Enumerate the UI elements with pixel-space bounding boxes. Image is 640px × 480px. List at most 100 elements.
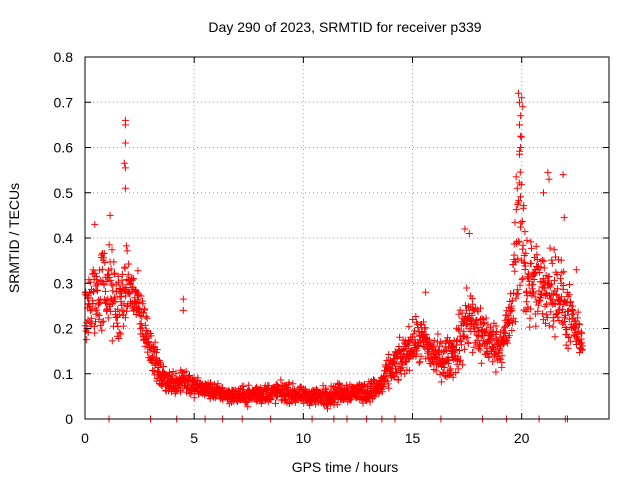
data-point — [523, 236, 531, 244]
x-tick-label: 0 — [81, 430, 89, 446]
data-point — [538, 291, 546, 299]
data-point — [460, 333, 468, 341]
axis-ticks — [84, 56, 609, 420]
data-point — [557, 256, 565, 264]
peak-point — [572, 266, 580, 274]
data-point — [412, 350, 420, 358]
data-point — [537, 294, 545, 302]
data-point — [313, 386, 321, 394]
data-point — [456, 347, 463, 354]
data-point — [513, 286, 521, 294]
data-point — [289, 380, 297, 388]
data-point — [561, 318, 569, 325]
data-point — [419, 318, 427, 326]
data-point — [124, 271, 132, 279]
data-point — [142, 327, 150, 335]
x-tick-label: 10 — [296, 430, 312, 446]
data-point — [564, 344, 572, 352]
data-point — [410, 330, 418, 338]
data-point — [455, 310, 463, 318]
data-point — [124, 301, 132, 309]
data-point — [539, 316, 547, 324]
data-point — [531, 293, 539, 301]
data-point — [521, 228, 529, 236]
data-point — [95, 311, 103, 319]
data-point — [523, 298, 531, 306]
data-point — [573, 330, 581, 338]
data-point — [498, 358, 506, 366]
data-point — [492, 327, 500, 335]
data-point — [134, 267, 142, 275]
data-point — [105, 241, 113, 249]
data-point — [93, 280, 101, 288]
data-point — [126, 290, 134, 298]
data-point — [463, 284, 471, 292]
data-point — [98, 318, 106, 326]
data-point — [474, 308, 482, 316]
data-point — [139, 330, 147, 338]
data-point — [113, 319, 121, 327]
data-point — [89, 266, 97, 274]
y-tick-label: 0.2 — [54, 321, 74, 337]
data-point — [539, 256, 547, 264]
data-point — [285, 379, 293, 387]
data-point — [101, 287, 109, 295]
y-tick-label: 0.7 — [54, 94, 74, 110]
data-point — [92, 306, 100, 314]
data-point — [521, 262, 529, 270]
data-point — [123, 247, 131, 255]
data-point — [433, 354, 441, 362]
data-point — [480, 319, 488, 327]
data-point — [570, 310, 578, 318]
data-point — [557, 296, 565, 304]
data-point — [104, 314, 112, 322]
data-point — [465, 303, 472, 311]
data-point — [535, 287, 543, 295]
data-point — [469, 348, 477, 356]
data-point — [565, 333, 573, 341]
y-tick-labels: 0 0.1 0.2 0.3 0.4 0.5 0.6 0.7 0.8 — [54, 49, 74, 427]
data-point — [137, 292, 145, 300]
data-point — [516, 281, 524, 289]
data-point — [578, 329, 586, 337]
data-point — [151, 338, 159, 346]
data-point — [370, 376, 377, 384]
data-point — [505, 312, 513, 320]
y-tick-label: 0.5 — [54, 185, 74, 201]
data-point — [115, 285, 123, 292]
data-point — [422, 331, 430, 338]
y-tick-label: 0.8 — [54, 49, 74, 65]
data-point — [110, 258, 118, 266]
data-point — [461, 345, 469, 353]
data-point — [211, 381, 219, 388]
data-point — [559, 305, 567, 313]
data-point — [481, 329, 489, 337]
data-point — [432, 367, 440, 375]
data-point — [533, 256, 541, 263]
data-point — [412, 313, 420, 320]
data-point — [86, 307, 94, 315]
data-point — [324, 405, 331, 413]
data-point — [555, 317, 563, 324]
data-point — [517, 181, 525, 189]
data-point — [538, 310, 546, 318]
data-point — [91, 329, 99, 337]
data-point — [517, 193, 524, 201]
data-point — [462, 302, 470, 309]
peak-point — [106, 211, 114, 219]
data-point — [557, 275, 564, 283]
data-point — [520, 202, 528, 210]
data-point — [569, 306, 577, 314]
data-point — [125, 260, 133, 268]
data-point — [553, 291, 561, 299]
data-point — [165, 387, 172, 395]
data-point — [497, 355, 504, 363]
data-point — [96, 322, 104, 330]
data-point — [117, 330, 125, 338]
data-point — [128, 276, 136, 284]
data-point — [147, 332, 155, 340]
data-point — [558, 293, 565, 301]
data-point — [382, 372, 390, 380]
data-point — [553, 271, 561, 279]
data-point — [425, 336, 433, 344]
